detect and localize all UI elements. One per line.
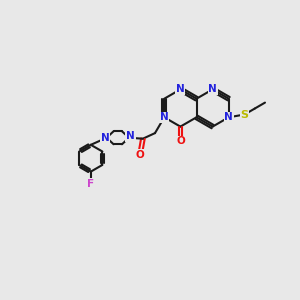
Text: F: F <box>87 179 94 189</box>
Text: N: N <box>160 112 169 122</box>
Text: N: N <box>176 84 185 94</box>
Text: O: O <box>136 149 145 160</box>
Text: N: N <box>224 112 233 122</box>
Text: S: S <box>241 110 248 119</box>
Text: N: N <box>101 133 110 143</box>
Text: N: N <box>126 131 135 141</box>
Text: N: N <box>208 84 217 94</box>
Text: O: O <box>176 136 185 146</box>
